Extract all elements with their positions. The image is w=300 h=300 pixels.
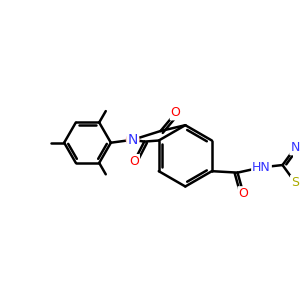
Text: N: N bbox=[290, 141, 300, 154]
Text: O: O bbox=[171, 106, 181, 119]
Text: HN: HN bbox=[252, 161, 271, 174]
Text: O: O bbox=[238, 187, 248, 200]
Text: O: O bbox=[129, 155, 139, 168]
Text: S: S bbox=[291, 176, 299, 189]
Text: N: N bbox=[128, 133, 138, 147]
Circle shape bbox=[126, 134, 139, 146]
